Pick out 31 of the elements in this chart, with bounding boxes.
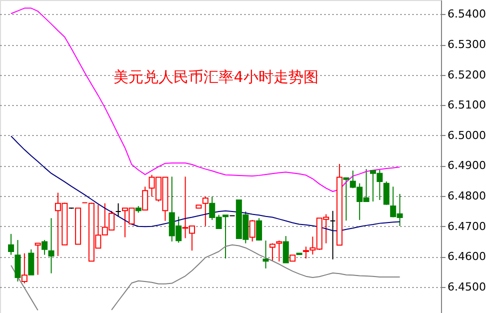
y-tick-label: 6.4600 <box>448 250 486 264</box>
candlestick <box>34 242 41 276</box>
y-tick-label: 6.5100 <box>448 98 486 112</box>
candlestick <box>282 236 289 264</box>
y-tick-label: 6.5200 <box>448 68 486 82</box>
candlestick <box>42 239 48 256</box>
candlestick <box>330 210 336 260</box>
candlestick <box>343 177 350 222</box>
candlestick <box>28 248 34 276</box>
y-tick-label: 6.5000 <box>448 128 486 142</box>
candlestick <box>142 186 148 210</box>
y-tick-label: 6.4900 <box>448 159 486 172</box>
candlestick <box>48 218 54 274</box>
candlestick <box>256 218 262 242</box>
candlestick <box>14 239 21 282</box>
candlestick <box>8 233 14 256</box>
candlestick <box>222 214 229 259</box>
candlestick <box>383 181 390 206</box>
y-tick-label: 6.4800 <box>448 190 486 203</box>
candlestick <box>21 252 28 284</box>
candlestick <box>115 202 122 218</box>
y-tick-label: 6.4700 <box>448 220 486 233</box>
y-tick-label: 6.5300 <box>448 38 486 52</box>
y-tick-label: 6.5400 <box>448 8 486 21</box>
line-series <box>10 136 400 232</box>
candlestick <box>202 196 208 227</box>
text: 美元兑人民币汇率4小时走势图 <box>114 68 318 86</box>
candlestick <box>262 240 269 269</box>
y-tick-label: 6.4500 <box>448 280 486 294</box>
candlestick <box>249 219 256 242</box>
line-series <box>10 8 400 192</box>
